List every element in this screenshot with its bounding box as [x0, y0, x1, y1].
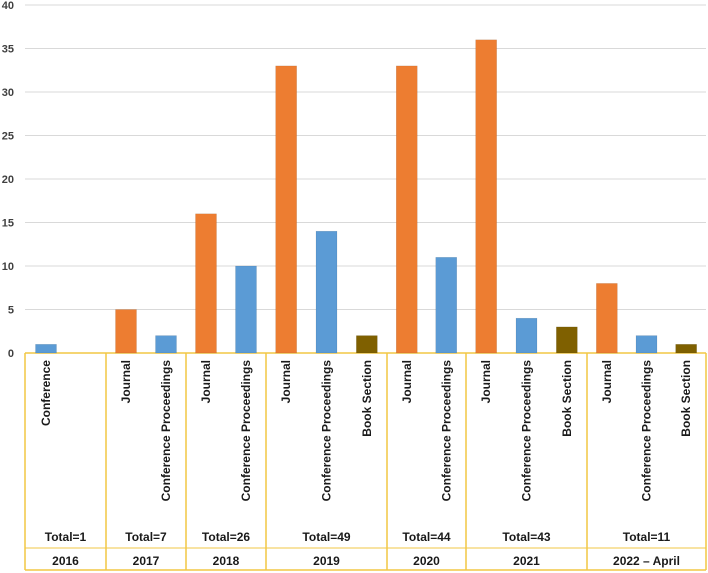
year-label-2020: 2020: [413, 554, 440, 568]
category-label-2018-journal: Journal: [199, 360, 213, 403]
bar-2019-book-section: [356, 335, 378, 354]
bar-series: [35, 39, 697, 354]
bar-2019-conference-proceedings: [315, 230, 338, 354]
y-axis-tick-labels: 0 5 10 15 20 25 30 35 40: [2, 0, 14, 360]
bar-2019-journal: [275, 65, 297, 354]
category-label-2017-journal: Journal: [119, 360, 133, 403]
bar-2022-april-journal: [596, 283, 618, 354]
total-label-2020: Total=44: [402, 530, 450, 544]
bar-2022-april-book-section: [675, 344, 697, 354]
bar-2016-conference: [35, 344, 57, 354]
category-label-2018-conference-proceedings: Conference Proceedings: [239, 360, 253, 502]
y-tick-label-15: 15: [2, 218, 14, 230]
year-label-2021: 2021: [513, 554, 540, 568]
total-label-2021: Total=43: [502, 530, 550, 544]
total-label-2016: Total=1: [45, 530, 87, 544]
bar-2018-journal: [195, 213, 217, 354]
category-label-2021-journal: Journal: [479, 360, 493, 403]
category-label-2019-book-section: Book Section: [360, 360, 374, 437]
gridlines: [25, 4, 706, 310]
category-label-2019-journal: Journal: [279, 360, 293, 403]
total-label-2017: Total=7: [125, 530, 167, 544]
y-tick-label-10: 10: [2, 261, 14, 273]
category-label-2022-april-journal: Journal: [600, 360, 614, 403]
total-label-2022-april: Total=11: [623, 530, 671, 544]
category-label-2019-conference-proceedings: Conference Proceedings: [320, 360, 334, 502]
year-label-2022-april: 2022 – April: [613, 554, 680, 568]
bar-2017-conference-proceedings: [155, 335, 177, 354]
y-tick-label-20: 20: [2, 174, 14, 186]
year-label-2018: 2018: [213, 554, 240, 568]
total-label-2019: Total=49: [302, 530, 350, 544]
bar-2021-journal: [475, 39, 497, 354]
category-label-2020-conference-proceedings: Conference Proceedings: [439, 360, 453, 502]
category-label-2022-april-book-section: Book Section: [679, 360, 693, 437]
y-tick-label-40: 40: [2, 0, 14, 12]
category-label-2021-conference-proceedings: Conference Proceedings: [520, 360, 534, 502]
category-label-2021-book-section: Book Section: [560, 360, 574, 437]
category-label-2016-conference: Conference: [39, 360, 53, 426]
category-label-2017-conference-proceedings: Conference Proceedings: [159, 360, 173, 502]
year-label-2016: 2016: [52, 554, 79, 568]
year-label-2017: 2017: [133, 554, 160, 568]
bar-2017-journal: [115, 309, 137, 354]
bar-2020-journal: [396, 65, 418, 354]
total-label-2018: Total=26: [202, 530, 250, 544]
y-tick-label-35: 35: [2, 44, 14, 56]
y-tick-label-5: 5: [8, 305, 14, 317]
y-tick-label-30: 30: [2, 87, 14, 99]
category-label-2022-april-conference-proceedings: Conference Proceedings: [640, 360, 654, 502]
bar-2021-conference-proceedings: [515, 317, 538, 354]
category-labels: Conference Total=1 2016 Journal Conference P…: [39, 360, 693, 568]
bar-2022-april-conference-proceedings: [635, 335, 658, 354]
y-tick-label-0: 0: [8, 348, 14, 360]
category-label-2020-journal: Journal: [400, 360, 414, 403]
bar-2021-book-section: [556, 326, 578, 354]
year-label-2019: 2019: [313, 554, 340, 568]
bar-2020-conference-proceedings: [435, 257, 457, 354]
bar-2018-conference-proceedings: [235, 265, 257, 354]
y-tick-label-25: 25: [2, 131, 14, 143]
